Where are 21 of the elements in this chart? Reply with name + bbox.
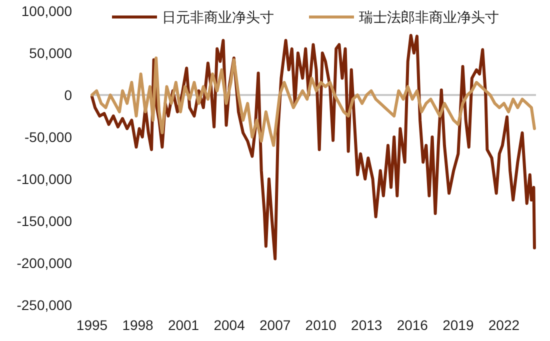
x-tick-label: 2004: [214, 317, 246, 333]
line-series: [90, 56, 536, 147]
x-tick-label: 1995: [76, 317, 108, 333]
x-tick-label: 2022: [488, 317, 520, 333]
legend-label: 瑞士法郎非商业净头寸: [359, 9, 499, 25]
y-tick-label: -100,000: [16, 171, 72, 187]
x-tick-label: 2010: [305, 317, 337, 333]
x-tick-label: 2019: [442, 317, 474, 333]
x-tick-label: 2001: [168, 317, 200, 333]
y-tick-label: -250,000: [16, 297, 72, 313]
y-tick-label: 0: [64, 87, 72, 103]
legend-label: 日元非商业净头寸: [162, 9, 274, 25]
x-tick-label: 2007: [260, 317, 291, 333]
y-tick-label: -200,000: [16, 255, 72, 271]
x-tick-label: 2016: [396, 317, 428, 333]
y-tick-label: 50,000: [29, 45, 72, 61]
x-tick-label: 2013: [351, 317, 382, 333]
y-tick-label: 100,000: [21, 3, 72, 19]
y-tick-label: -150,000: [16, 213, 72, 229]
y-tick-label: -50,000: [24, 129, 72, 145]
x-tick-label: 1998: [122, 317, 154, 333]
